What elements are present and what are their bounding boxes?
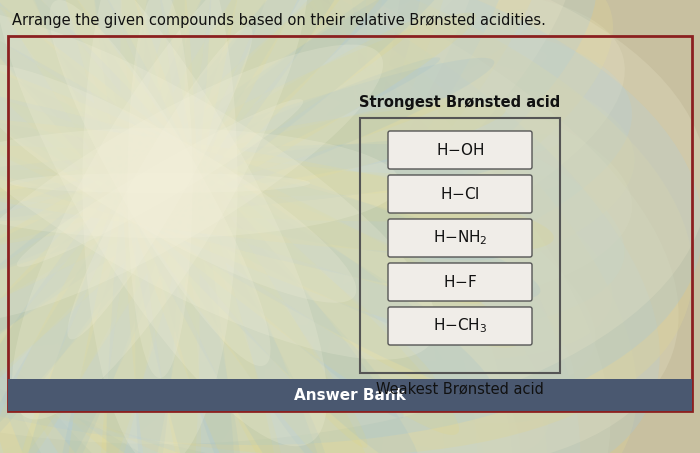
Ellipse shape xyxy=(0,0,338,453)
Ellipse shape xyxy=(0,0,406,453)
Text: H$-$Cl: H$-$Cl xyxy=(440,186,480,202)
Ellipse shape xyxy=(0,0,444,453)
Ellipse shape xyxy=(0,0,596,390)
Ellipse shape xyxy=(0,0,678,453)
Ellipse shape xyxy=(64,0,256,453)
Ellipse shape xyxy=(0,0,370,416)
Ellipse shape xyxy=(0,0,613,412)
Ellipse shape xyxy=(0,0,549,453)
Ellipse shape xyxy=(0,0,421,453)
Ellipse shape xyxy=(0,57,440,308)
Ellipse shape xyxy=(100,0,220,453)
Ellipse shape xyxy=(0,13,476,353)
Ellipse shape xyxy=(17,99,303,267)
Text: Strongest Brønsted acid: Strongest Brønsted acid xyxy=(359,95,561,110)
FancyBboxPatch shape xyxy=(388,307,532,345)
Ellipse shape xyxy=(0,106,499,260)
Ellipse shape xyxy=(0,0,552,453)
Ellipse shape xyxy=(0,128,400,238)
Ellipse shape xyxy=(0,104,505,262)
Ellipse shape xyxy=(0,0,610,453)
Ellipse shape xyxy=(0,0,494,434)
Ellipse shape xyxy=(120,0,200,453)
Ellipse shape xyxy=(84,0,236,453)
Ellipse shape xyxy=(0,5,612,361)
Ellipse shape xyxy=(0,0,435,453)
FancyBboxPatch shape xyxy=(388,131,532,169)
Ellipse shape xyxy=(119,0,201,453)
Ellipse shape xyxy=(74,0,246,453)
Ellipse shape xyxy=(72,0,248,453)
Ellipse shape xyxy=(0,0,408,453)
Ellipse shape xyxy=(18,0,302,453)
Ellipse shape xyxy=(0,98,453,268)
Ellipse shape xyxy=(0,0,469,453)
Ellipse shape xyxy=(0,0,435,384)
Ellipse shape xyxy=(50,0,270,453)
Ellipse shape xyxy=(0,10,533,357)
Ellipse shape xyxy=(0,0,413,453)
Ellipse shape xyxy=(0,0,596,448)
Ellipse shape xyxy=(0,40,632,326)
Ellipse shape xyxy=(77,0,243,453)
Ellipse shape xyxy=(0,66,540,300)
Ellipse shape xyxy=(37,0,283,453)
Ellipse shape xyxy=(0,0,376,453)
Ellipse shape xyxy=(0,0,580,453)
Ellipse shape xyxy=(34,0,286,453)
Ellipse shape xyxy=(0,0,625,377)
Ellipse shape xyxy=(0,0,421,436)
Ellipse shape xyxy=(0,0,368,453)
Ellipse shape xyxy=(10,173,310,193)
Ellipse shape xyxy=(0,0,575,424)
Ellipse shape xyxy=(0,62,484,304)
Ellipse shape xyxy=(0,131,560,235)
Ellipse shape xyxy=(0,0,440,453)
Ellipse shape xyxy=(0,0,452,396)
Ellipse shape xyxy=(0,0,452,453)
Ellipse shape xyxy=(0,0,404,419)
Ellipse shape xyxy=(0,20,463,346)
Ellipse shape xyxy=(83,0,237,453)
Text: H$-$NH$_2$: H$-$NH$_2$ xyxy=(433,229,487,247)
Ellipse shape xyxy=(50,0,271,366)
Ellipse shape xyxy=(0,158,560,208)
Text: Answer Bank: Answer Bank xyxy=(294,387,406,403)
Ellipse shape xyxy=(0,0,414,453)
Ellipse shape xyxy=(135,0,185,453)
Ellipse shape xyxy=(0,36,634,330)
Ellipse shape xyxy=(0,44,383,322)
Text: H$-$OH: H$-$OH xyxy=(436,142,484,158)
Ellipse shape xyxy=(106,0,214,453)
Text: Arrange the given compounds based on their relative Brønsted acidities.: Arrange the given compounds based on the… xyxy=(12,13,546,28)
Ellipse shape xyxy=(18,0,302,453)
Ellipse shape xyxy=(0,0,496,453)
Ellipse shape xyxy=(0,0,382,453)
Ellipse shape xyxy=(0,18,520,348)
Ellipse shape xyxy=(0,0,525,453)
Ellipse shape xyxy=(0,0,386,453)
Ellipse shape xyxy=(0,0,398,384)
Ellipse shape xyxy=(0,145,508,222)
Ellipse shape xyxy=(0,0,479,453)
Ellipse shape xyxy=(0,92,556,275)
Ellipse shape xyxy=(0,0,346,453)
Text: Weakest Brønsted acid: Weakest Brønsted acid xyxy=(376,381,544,396)
Ellipse shape xyxy=(0,0,492,393)
Ellipse shape xyxy=(0,0,328,453)
Ellipse shape xyxy=(0,6,437,360)
FancyBboxPatch shape xyxy=(8,379,692,411)
Ellipse shape xyxy=(0,144,510,222)
Ellipse shape xyxy=(0,0,331,453)
Ellipse shape xyxy=(0,63,356,303)
Ellipse shape xyxy=(0,0,367,453)
Text: H$-$CH$_3$: H$-$CH$_3$ xyxy=(433,317,487,335)
Ellipse shape xyxy=(0,0,660,453)
Ellipse shape xyxy=(0,0,337,453)
Ellipse shape xyxy=(0,0,548,453)
Ellipse shape xyxy=(59,0,261,453)
Ellipse shape xyxy=(0,18,632,348)
